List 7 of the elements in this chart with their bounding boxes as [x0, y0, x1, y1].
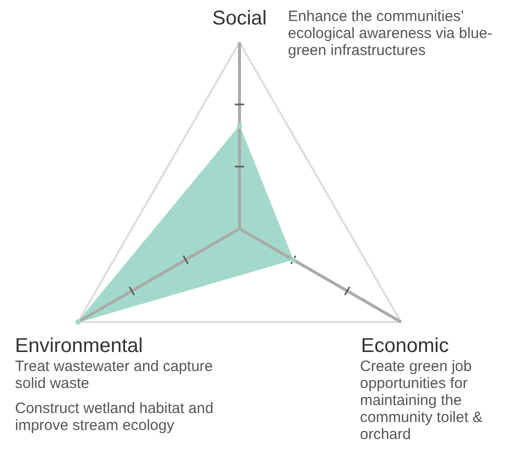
text: Enhance the communities’ ecological awareness via blue-green infrastructures [288, 8, 494, 59]
text: Treat wastewater and capture solid waste [15, 358, 214, 392]
text: Create green job opportunities for maintaining the community toilet & orchard [360, 358, 484, 443]
spoke-label: Social [212, 7, 267, 30]
spoke-label: Economic [361, 335, 449, 357]
spoke-label: Environmental [15, 335, 143, 357]
text: Construct wetland habitat and improve stream ecology [15, 400, 214, 434]
